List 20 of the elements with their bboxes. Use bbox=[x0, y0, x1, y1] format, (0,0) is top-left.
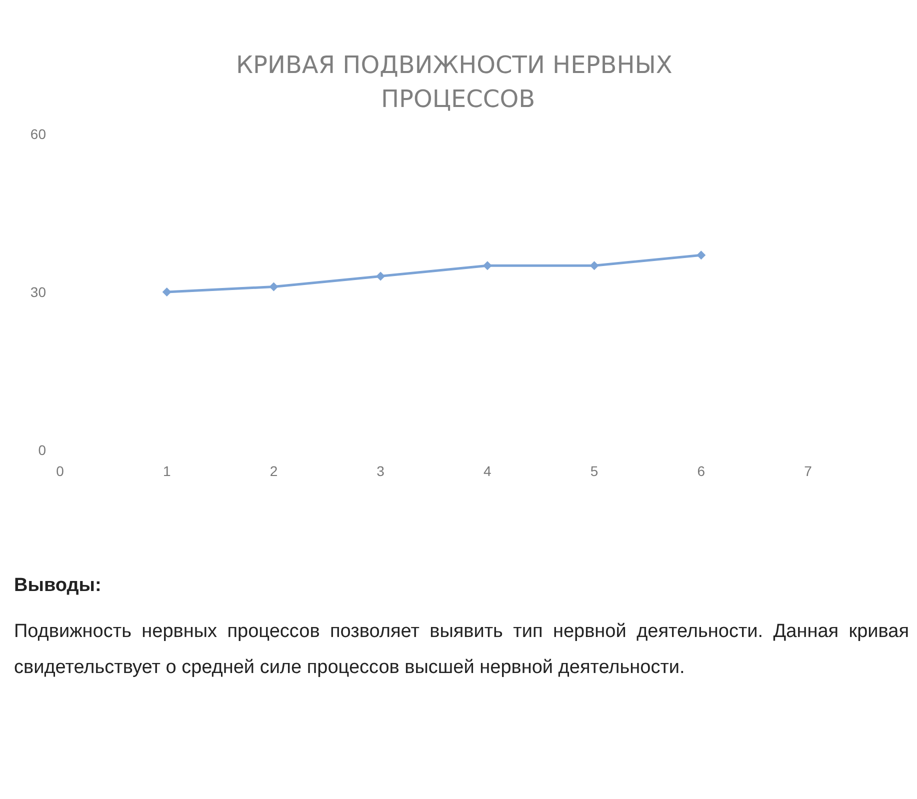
chart-title: КРИВАЯ ПОДВИЖНОСТИ НЕРВНЫХ ПРОЦЕССОВ bbox=[236, 51, 680, 113]
x-tick-label: 2 bbox=[270, 463, 278, 479]
text: Подвижность нервных процессов позволяет выявить тип нервной деятельности. Данная кривая свидетельствует о средней силе процессов высшей нервной деятельности. bbox=[14, 620, 909, 680]
point bbox=[376, 272, 386, 281]
x-tick-label: 0 bbox=[56, 463, 64, 479]
point bbox=[269, 282, 278, 292]
point bbox=[482, 261, 492, 270]
text: Выводы: bbox=[14, 574, 102, 598]
x-tick-label: 3 bbox=[376, 463, 385, 479]
x-tick-label: 1 bbox=[162, 463, 171, 479]
x-tick-label: 6 bbox=[697, 463, 706, 479]
x-tick-label: 4 bbox=[484, 463, 492, 479]
point bbox=[696, 250, 706, 260]
y-tick-label: 0 bbox=[38, 442, 46, 458]
point bbox=[162, 288, 172, 296]
point bbox=[590, 261, 599, 270]
x-tick-label: 7 bbox=[804, 463, 812, 479]
x-tick-label: 5 bbox=[590, 463, 598, 479]
y-tick-label: 60 bbox=[30, 126, 46, 142]
y-tick-label: 30 bbox=[30, 284, 46, 300]
